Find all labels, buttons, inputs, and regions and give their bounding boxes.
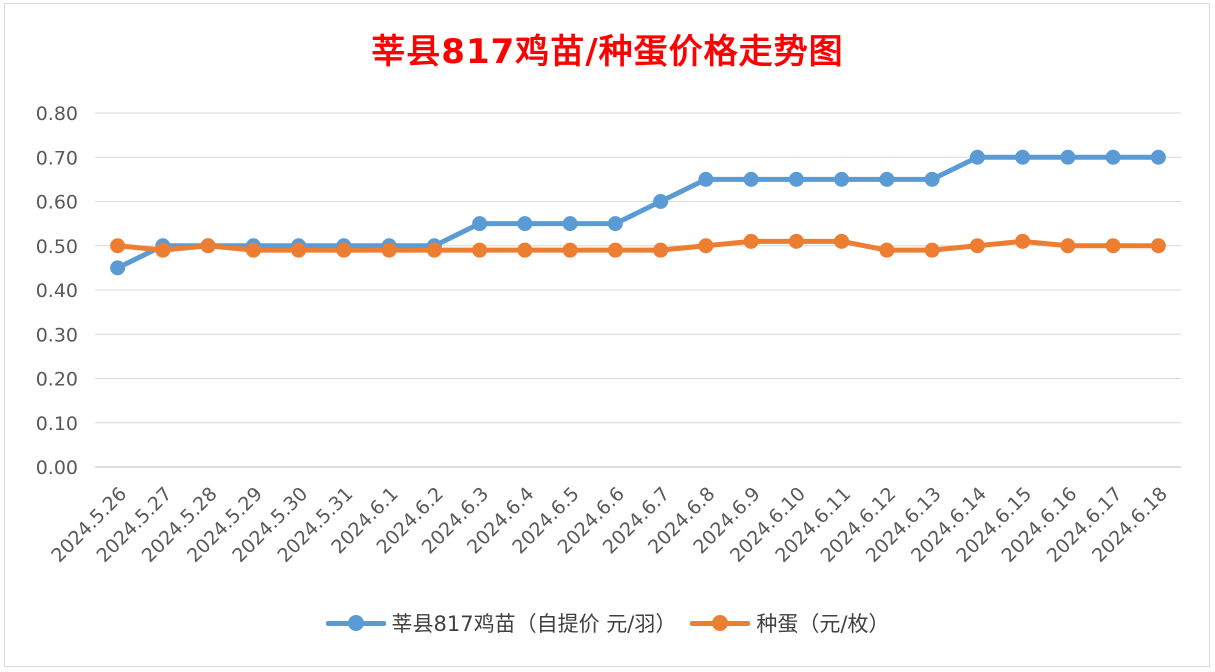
data-point — [743, 233, 759, 249]
legend-item-chick: 莘县817鸡苗（自提价 元/羽） — [325, 608, 677, 638]
data-point — [381, 242, 397, 258]
legend-item-egg: 种蛋（元/枚） — [690, 608, 889, 638]
legend-dot-egg — [712, 615, 729, 631]
data-point — [607, 216, 623, 232]
data-point — [1015, 233, 1031, 249]
chart-legend: 莘县817鸡苗（自提价 元/羽） 种蛋（元/枚） — [0, 608, 1215, 638]
legend-label-egg: 种蛋（元/枚） — [756, 612, 890, 636]
data-point — [517, 216, 533, 232]
data-point — [562, 216, 578, 232]
chart-title: 莘县817鸡苗/种蛋价格走势图 — [371, 32, 844, 72]
data-point — [879, 242, 895, 258]
data-point — [788, 233, 804, 249]
legend-marker-chick — [325, 613, 386, 633]
y-tick-label: 0.00 — [36, 457, 78, 479]
data-point — [1105, 238, 1121, 254]
data-point — [879, 171, 895, 187]
data-point — [1105, 149, 1121, 165]
data-point — [472, 242, 488, 258]
chart-frame — [4, 3, 1210, 667]
y-tick-label: 0.50 — [36, 236, 78, 258]
data-point — [969, 238, 985, 254]
data-point — [653, 242, 669, 258]
legend-label-chick: 莘县817鸡苗（自提价 元/羽） — [391, 612, 677, 636]
y-tick-label: 0.70 — [36, 147, 78, 169]
data-point — [1150, 149, 1166, 165]
legend-marker-egg — [690, 613, 751, 633]
data-point — [110, 238, 126, 254]
data-point — [834, 171, 850, 187]
data-point — [517, 242, 533, 258]
data-point — [426, 242, 442, 258]
y-tick-label: 0.40 — [36, 280, 78, 302]
data-point — [1015, 149, 1031, 165]
data-point — [562, 242, 578, 258]
data-point — [245, 242, 261, 258]
data-point — [607, 242, 623, 258]
data-point — [155, 242, 171, 258]
y-tick-label: 0.20 — [36, 369, 78, 391]
data-point — [788, 171, 804, 187]
data-point — [472, 216, 488, 232]
data-point — [1060, 238, 1076, 254]
data-point — [834, 233, 850, 249]
data-point — [743, 171, 759, 187]
data-point — [698, 238, 714, 254]
data-point — [698, 171, 714, 187]
data-point — [200, 238, 216, 254]
data-point — [969, 149, 985, 165]
y-tick-label: 0.80 — [36, 103, 78, 125]
data-point — [1150, 238, 1166, 254]
series-line — [115, 238, 1161, 253]
data-point — [291, 242, 307, 258]
y-tick-label: 0.60 — [36, 192, 78, 214]
data-point — [653, 194, 669, 209]
data-point — [1060, 149, 1076, 165]
y-tick-label: 0.30 — [36, 324, 78, 346]
data-point — [336, 242, 352, 258]
series-line — [115, 154, 1161, 271]
legend-dot-chick — [347, 615, 364, 631]
data-point — [110, 260, 126, 276]
data-point — [924, 242, 940, 258]
data-point — [924, 171, 940, 187]
y-tick-label: 0.10 — [36, 413, 78, 435]
